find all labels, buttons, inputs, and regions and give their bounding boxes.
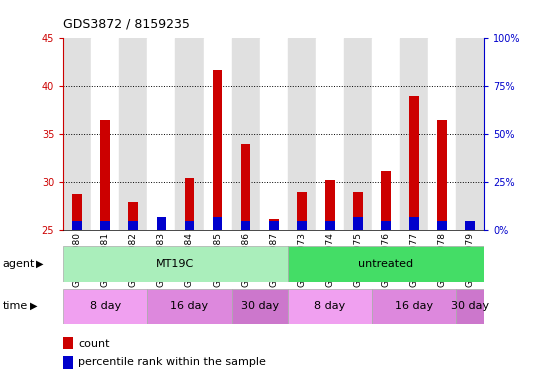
Bar [456, 38, 484, 230]
Bar [73, 221, 82, 230]
Bar [91, 38, 119, 230]
Bar [157, 217, 166, 230]
Text: 16 day: 16 day [170, 301, 208, 311]
Text: ▶: ▶ [30, 301, 38, 311]
Bar [204, 38, 232, 230]
Bar [147, 289, 232, 324]
Text: count: count [78, 339, 109, 349]
Bar [372, 38, 400, 230]
Bar [325, 221, 334, 230]
Bar [381, 221, 390, 230]
Text: GDS3872 / 8159235: GDS3872 / 8159235 [63, 18, 190, 31]
Bar [400, 38, 428, 230]
Bar [381, 171, 390, 230]
Text: 16 day: 16 day [395, 301, 433, 311]
Bar [456, 289, 484, 324]
Bar [372, 289, 456, 324]
Bar [185, 177, 194, 230]
Bar [175, 38, 204, 230]
Bar [260, 38, 288, 230]
Bar [147, 38, 175, 230]
Bar [288, 38, 316, 230]
Bar [297, 221, 306, 230]
Bar [101, 120, 110, 230]
Bar [465, 221, 475, 230]
Bar [63, 356, 73, 369]
Bar [288, 289, 372, 324]
Bar [129, 221, 138, 230]
Bar [185, 221, 194, 230]
Text: 8 day: 8 day [90, 301, 121, 311]
Bar [465, 223, 475, 230]
Bar [325, 180, 334, 230]
Bar [63, 38, 91, 230]
Text: time: time [3, 301, 28, 311]
Text: 8 day: 8 day [314, 301, 345, 311]
Text: agent: agent [3, 259, 35, 269]
Bar [269, 219, 278, 230]
Text: ▶: ▶ [36, 259, 43, 269]
Bar [73, 194, 82, 230]
Bar [409, 96, 419, 230]
Bar [428, 38, 456, 230]
Bar [437, 221, 447, 230]
Bar [344, 38, 372, 230]
Text: 30 day: 30 day [240, 301, 279, 311]
Bar [288, 247, 484, 281]
Text: MT19C: MT19C [156, 259, 195, 269]
Bar [232, 38, 260, 230]
Bar [353, 192, 362, 230]
Bar [129, 202, 138, 230]
Bar [409, 217, 419, 230]
Bar [437, 120, 447, 230]
Bar [241, 221, 250, 230]
Text: percentile rank within the sample: percentile rank within the sample [78, 358, 266, 367]
Bar [213, 70, 222, 230]
Bar [101, 221, 110, 230]
Bar [269, 221, 278, 230]
Bar [297, 192, 306, 230]
Bar [119, 38, 147, 230]
Bar [353, 217, 362, 230]
Text: 30 day: 30 day [451, 301, 489, 311]
Bar [63, 289, 147, 324]
Bar [213, 217, 222, 230]
Bar [241, 144, 250, 230]
Bar [63, 337, 73, 349]
Bar [63, 247, 288, 281]
Bar [157, 227, 166, 230]
Bar [232, 289, 288, 324]
Text: untreated: untreated [358, 259, 414, 269]
Bar [316, 38, 344, 230]
